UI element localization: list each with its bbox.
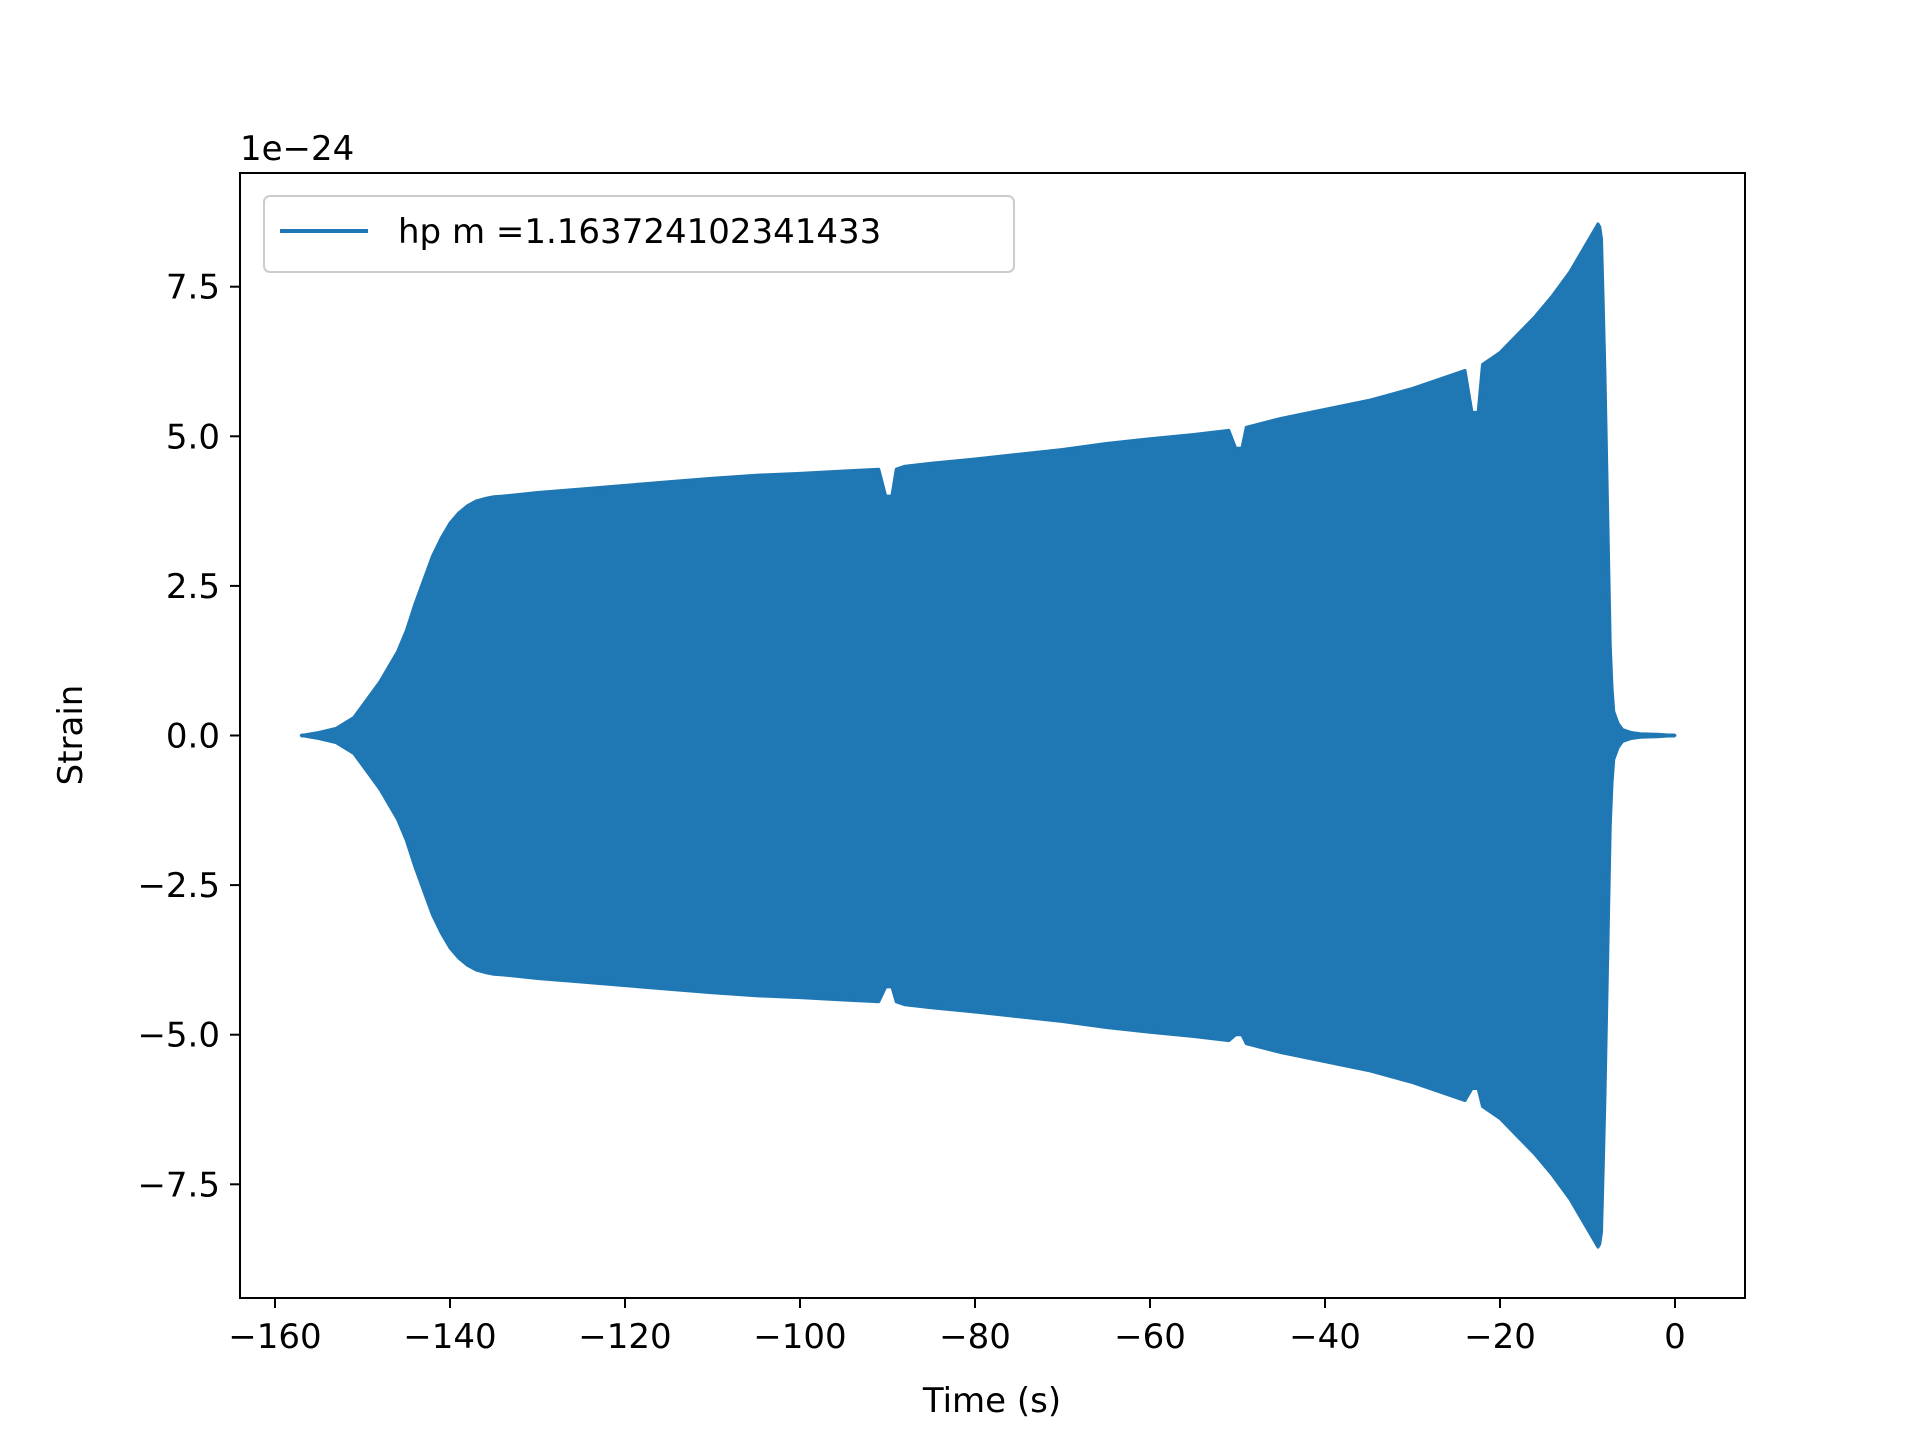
y-axis: −7.5 −5.0 −2.5 0.0 2.5 5.0 7.5 (137, 268, 240, 1205)
x-tick-label: −20 (1464, 1317, 1536, 1357)
x-tick-label: −160 (228, 1317, 321, 1357)
y-tick-label: 0.0 (166, 717, 220, 757)
legend-label: hp m =1.163724102341433 (398, 212, 881, 252)
x-tick-label: −100 (753, 1317, 846, 1357)
y-axis-label: Strain (51, 685, 91, 786)
y-tick-label: 2.5 (166, 567, 220, 607)
x-tick-label: −40 (1289, 1317, 1361, 1357)
legend: hp m =1.163724102341433 (263, 195, 1015, 273)
legend-box (263, 195, 1015, 273)
x-axis-label: Time (s) (922, 1381, 1061, 1421)
x-tick-label: −140 (403, 1317, 496, 1357)
y-tick-label: −5.0 (137, 1016, 220, 1056)
x-tick-label: −120 (578, 1317, 671, 1357)
x-axis: −160 −140 −120 −100 −80 −60 −40 −20 0 (228, 1298, 1686, 1357)
y-offset-label: 1e−24 (240, 129, 354, 169)
y-tick-label: 7.5 (166, 268, 220, 308)
x-tick-label: −80 (939, 1317, 1011, 1357)
series-layer (299, 222, 1677, 1249)
y-tick-label: −2.5 (137, 866, 220, 906)
y-tick-label: −7.5 (137, 1165, 220, 1205)
y-tick-label: 5.0 (166, 417, 220, 457)
x-tick-label: −60 (1114, 1317, 1186, 1357)
x-tick-label: 0 (1664, 1317, 1686, 1357)
